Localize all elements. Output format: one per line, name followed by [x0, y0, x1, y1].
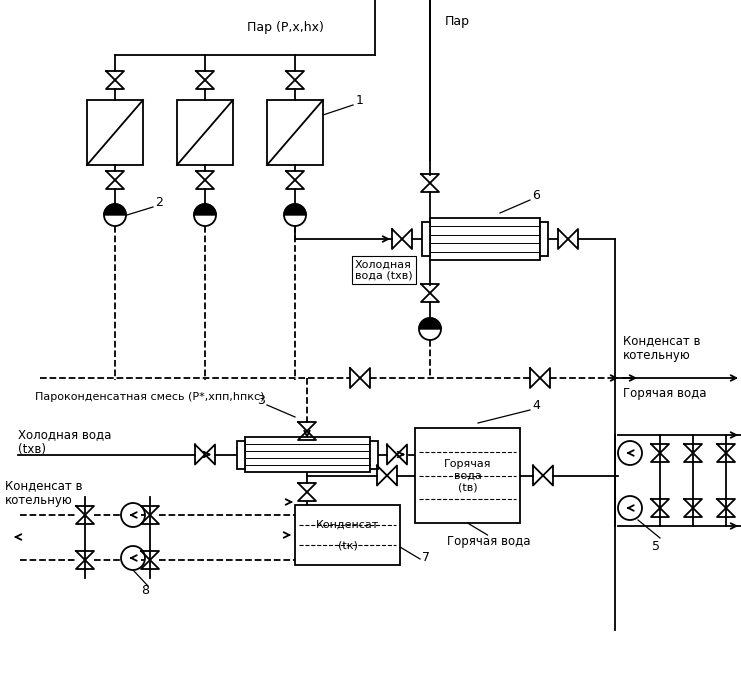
Polygon shape	[419, 318, 441, 329]
Text: (tк): (tк)	[338, 540, 357, 550]
Bar	[295, 505, 400, 565]
Text: Горячая
вода
(tв): Горячая вода (tв)	[444, 459, 491, 492]
Bar	[245, 437, 370, 472]
Text: Горячая вода: Горячая вода	[447, 535, 531, 547]
Bar	[237, 441, 245, 468]
Text: Холодная
вода (tхв): Холодная вода (tхв)	[355, 259, 413, 281]
Polygon shape	[104, 204, 126, 215]
Text: 6: 6	[532, 189, 540, 202]
Text: 1: 1	[356, 94, 364, 107]
Bar	[267, 100, 323, 165]
Bar	[87, 100, 143, 165]
Text: 2: 2	[155, 196, 163, 209]
Text: Пар (P,x,hх): Пар (P,x,hх)	[247, 22, 323, 34]
Text: 8: 8	[141, 584, 149, 597]
Text: 4: 4	[532, 399, 540, 412]
Polygon shape	[284, 204, 306, 215]
Bar	[540, 222, 548, 256]
Text: 5: 5	[652, 540, 660, 553]
Text: Пар: Пар	[445, 16, 470, 28]
Text: Холодная вода
(tхв): Холодная вода (tхв)	[18, 429, 111, 456]
Text: Горячая вода: Горячая вода	[623, 387, 706, 400]
Bar	[177, 100, 233, 165]
Polygon shape	[194, 204, 216, 215]
Text: Конденсат: Конденсат	[316, 520, 379, 530]
Text: Конденсат в
котельную: Конденсат в котельную	[5, 479, 82, 507]
Bar	[430, 218, 540, 260]
Bar	[370, 441, 378, 468]
Text: Пароконденсатная смесь (Р*,xпп,hпкс): Пароконденсатная смесь (Р*,xпп,hпкс)	[35, 392, 265, 402]
Bar	[415, 428, 520, 523]
Text: 3: 3	[257, 394, 265, 407]
Bar	[422, 222, 430, 256]
Text: Конденсат в
котельную: Конденсат в котельную	[623, 334, 700, 362]
Text: 7: 7	[422, 551, 430, 564]
